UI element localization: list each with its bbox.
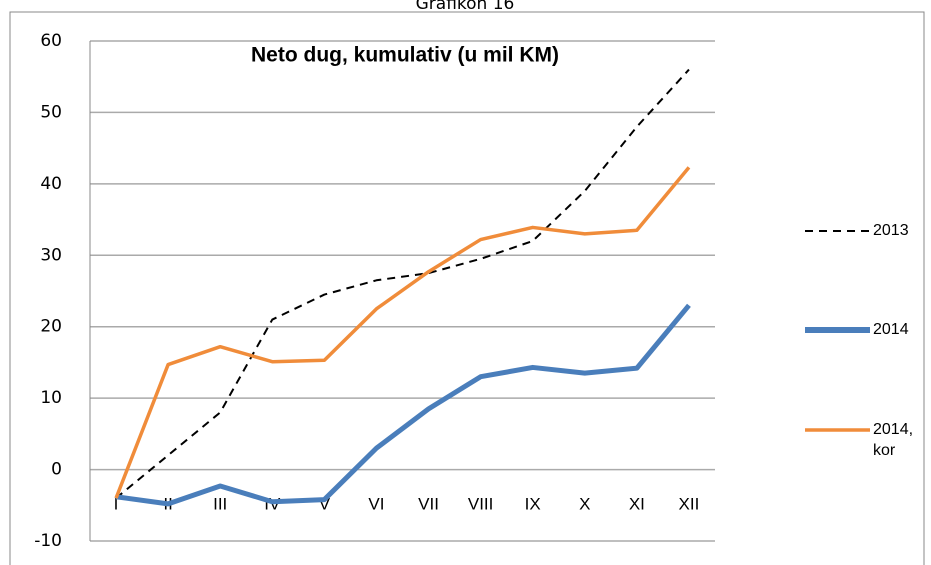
x-tick-label: VI xyxy=(368,494,384,513)
y-tick-label: 30 xyxy=(40,245,62,265)
x-tick-label: I xyxy=(114,494,119,513)
legend-label: 2014 xyxy=(873,321,909,338)
x-tick-label: IX xyxy=(525,494,541,513)
x-tick-label: VIII xyxy=(468,494,494,513)
y-tick-label: 60 xyxy=(40,31,62,51)
x-tick-label: X xyxy=(579,494,590,513)
series-line xyxy=(115,68,690,499)
figure-label: Grafikon 16 xyxy=(416,0,515,14)
chart-title: Neto dug, kumulativ (u mil KM) xyxy=(251,44,559,67)
legend-label: 2013 xyxy=(873,222,909,239)
series-line xyxy=(114,166,691,499)
y-tick-label: -10 xyxy=(34,531,62,551)
x-tick-label: XI xyxy=(629,494,645,513)
y-tick-label: 20 xyxy=(40,317,62,337)
chart-frame xyxy=(9,11,925,565)
y-tick-label: 50 xyxy=(40,102,62,122)
y-tick-label: 40 xyxy=(40,174,62,194)
x-tick-label: III xyxy=(213,494,227,513)
legend-label: 2014, kor xyxy=(873,421,914,459)
y-tick-label: 10 xyxy=(40,388,62,408)
x-tick-label: VII xyxy=(418,494,439,513)
series-line xyxy=(115,303,691,507)
y-tick-label: 0 xyxy=(51,460,62,480)
x-tick-label: XII xyxy=(679,494,700,513)
